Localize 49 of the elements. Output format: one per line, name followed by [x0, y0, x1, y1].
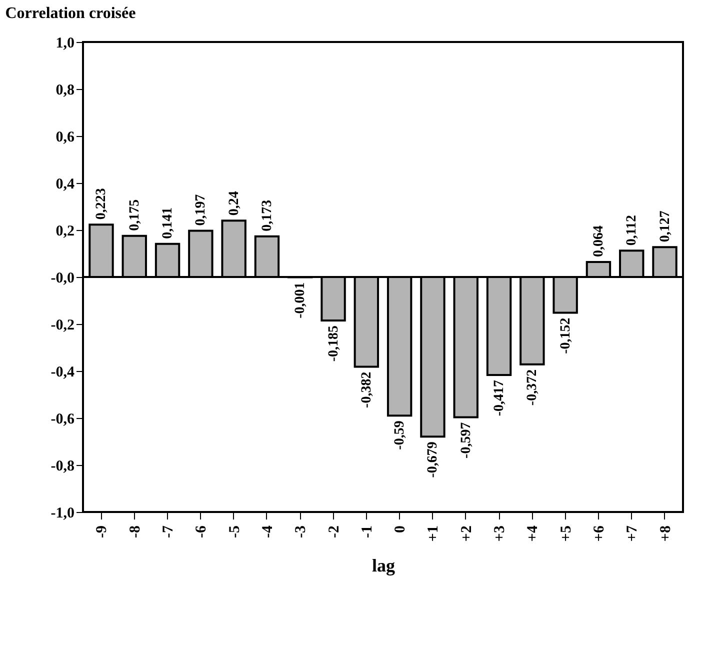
- x-tick-label: -1: [359, 526, 376, 538]
- x-axis-title: lag: [372, 556, 396, 576]
- x-tick-label: +7: [624, 525, 641, 542]
- data-label: -0,679: [426, 442, 441, 478]
- chart-title: Correlation croisée: [5, 5, 136, 22]
- data-label: 0,141: [160, 207, 176, 239]
- data-label: 0,175: [127, 199, 142, 231]
- data-label: -0,382: [359, 372, 374, 408]
- data-label: 0,064: [591, 225, 606, 257]
- data-label: -0,372: [525, 369, 540, 406]
- data-label: -0,59: [392, 420, 408, 450]
- y-tick-label: -0,6: [50, 412, 75, 428]
- y-tick-label: 0,6: [56, 130, 75, 146]
- data-label: -0,185: [326, 325, 342, 362]
- x-tick-label: +2: [458, 526, 475, 542]
- x-tick-label: -2: [326, 526, 342, 538]
- data-label: 0,197: [194, 194, 209, 226]
- x-tick-label: -3: [293, 526, 310, 538]
- y-tick-label: 0,2: [56, 224, 74, 240]
- x-tick-label: -5: [226, 526, 243, 538]
- x-tick-label: +6: [591, 525, 608, 542]
- y-tick-label: 0,8: [56, 82, 74, 98]
- data-label: -0,001: [293, 282, 308, 318]
- data-label: -0,597: [458, 422, 474, 458]
- data-label: -0,417: [492, 380, 508, 416]
- x-tick-label: -6: [194, 525, 210, 538]
- y-tick-label: 0,4: [56, 176, 75, 192]
- y-tick-label: -0,2: [50, 318, 74, 334]
- data-label: -0,152: [558, 318, 574, 354]
- y-tick-label: -1,0: [50, 506, 74, 522]
- x-tick-label: +8: [658, 526, 674, 542]
- x-tick-label: -4: [260, 525, 276, 538]
- data-label: 0,173: [260, 200, 275, 232]
- x-tick-label: -8: [127, 526, 144, 538]
- data-label: 0,127: [658, 210, 673, 242]
- x-tick-label: 0: [392, 526, 409, 533]
- x-tick-label: +5: [558, 526, 574, 542]
- x-tick-label: +3: [492, 526, 508, 542]
- y-tick-label: -0,0: [50, 270, 74, 286]
- data-label: 0,24: [226, 191, 242, 216]
- x-tick-label: +4: [525, 525, 542, 542]
- x-tick-label: +1: [426, 526, 442, 542]
- x-tick-label: -7: [160, 525, 177, 538]
- y-tick-label: -0,8: [50, 458, 74, 474]
- x-tick-label: -9: [94, 526, 110, 538]
- data-label: 0,223: [94, 188, 110, 220]
- y-tick-label: -0,4: [50, 364, 75, 380]
- data-label: 0,112: [624, 214, 640, 246]
- y-tick-label: 1,0: [56, 36, 74, 52]
